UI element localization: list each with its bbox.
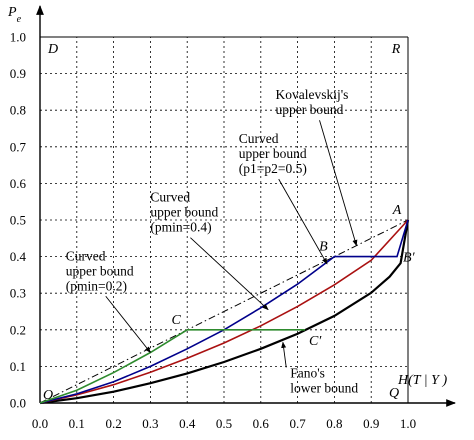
- annotation-arrow: [319, 120, 358, 247]
- series-line-green: [39, 328, 305, 404]
- y-tick-label: 0.8: [10, 103, 26, 118]
- x-tick-label: 0.1: [69, 416, 85, 431]
- x-tick-label: 0.7: [289, 416, 306, 431]
- annotation-arrow: [105, 295, 151, 353]
- x-tick-label: 0.3: [142, 416, 158, 431]
- y-tick-label: 0.3: [10, 286, 26, 301]
- annotation-line: Curved: [150, 190, 190, 205]
- point-label: B: [319, 240, 328, 255]
- annotation-arrow: [281, 341, 287, 368]
- x-tick-label: 0.8: [326, 416, 342, 431]
- y-tick-label: 0.7: [10, 139, 27, 154]
- y-tick-label: 0.5: [10, 213, 26, 228]
- y-tick-label: 1.0: [10, 30, 26, 45]
- y-tick-label: 0.0: [10, 396, 26, 411]
- annotation-arrow: [190, 237, 269, 311]
- point-label: C: [172, 313, 182, 328]
- x-tick-label: 1.0: [400, 416, 416, 431]
- annotation-line: Curved: [239, 131, 279, 146]
- y-tick-label: 0.2: [10, 322, 26, 337]
- x-tick-label: 0.5: [216, 416, 232, 431]
- annotation-line: upper bound: [239, 146, 307, 161]
- y-tick-labels: 0.0 0.1 0.2 0.3 0.4 0.5 0.6 0.7 0.8 0.9 1.0: [10, 30, 27, 411]
- point-labels: O A B B′ C C′ D R Q: [43, 42, 416, 403]
- x-axis-title: H(T | Y ): [397, 373, 447, 388]
- annotation-line: lower bound: [290, 380, 358, 395]
- y-axis-title-sub: e: [17, 14, 22, 25]
- annotation-line: Curved: [66, 248, 106, 263]
- series-line-kovalevskij: [39, 219, 409, 404]
- y-axis-title: Pe: [7, 5, 22, 25]
- annotation-line: (pmin=0.4): [150, 220, 211, 235]
- x-tick-label: 0.4: [179, 416, 196, 431]
- annotation-line: (pmin=0.2): [66, 278, 127, 293]
- annotation-arrow: [278, 178, 328, 265]
- point-label: D: [47, 42, 58, 57]
- annotation-line: upper bound: [276, 102, 344, 117]
- point-label: R: [391, 42, 401, 57]
- point-label: O: [43, 388, 53, 403]
- annotation-line: upper bound: [150, 205, 218, 220]
- point-label: Q: [389, 386, 399, 401]
- x-tick-label: 0.0: [32, 416, 48, 431]
- x-tick-label: 0.6: [253, 416, 270, 431]
- annotation-line: (p1=p2=0.5): [239, 161, 307, 176]
- annotation-line: upper bound: [66, 263, 134, 278]
- x-tick-labels: 0.0 0.1 0.2 0.3 0.4 0.5 0.6 0.7 0.8 0.9 1.0: [32, 416, 416, 431]
- point-label: A: [392, 203, 402, 218]
- annotation-line: Fano's: [290, 365, 325, 380]
- y-tick-label: 0.6: [10, 176, 27, 191]
- x-tick-label: 0.2: [105, 416, 121, 431]
- y-tick-label: 0.1: [10, 359, 26, 374]
- y-tick-label: 0.9: [10, 66, 26, 81]
- series-line-fano: [39, 219, 410, 405]
- series-line-red: [39, 219, 409, 404]
- x-tick-label: 0.9: [363, 416, 379, 431]
- series: [39, 219, 410, 405]
- point-label: C′: [309, 334, 322, 349]
- axes: [36, 5, 456, 407]
- annotation-line: Kovalevskij's: [276, 87, 349, 102]
- y-tick-label: 0.4: [10, 249, 27, 264]
- point-label: B′: [403, 251, 416, 266]
- grid: [40, 36, 409, 403]
